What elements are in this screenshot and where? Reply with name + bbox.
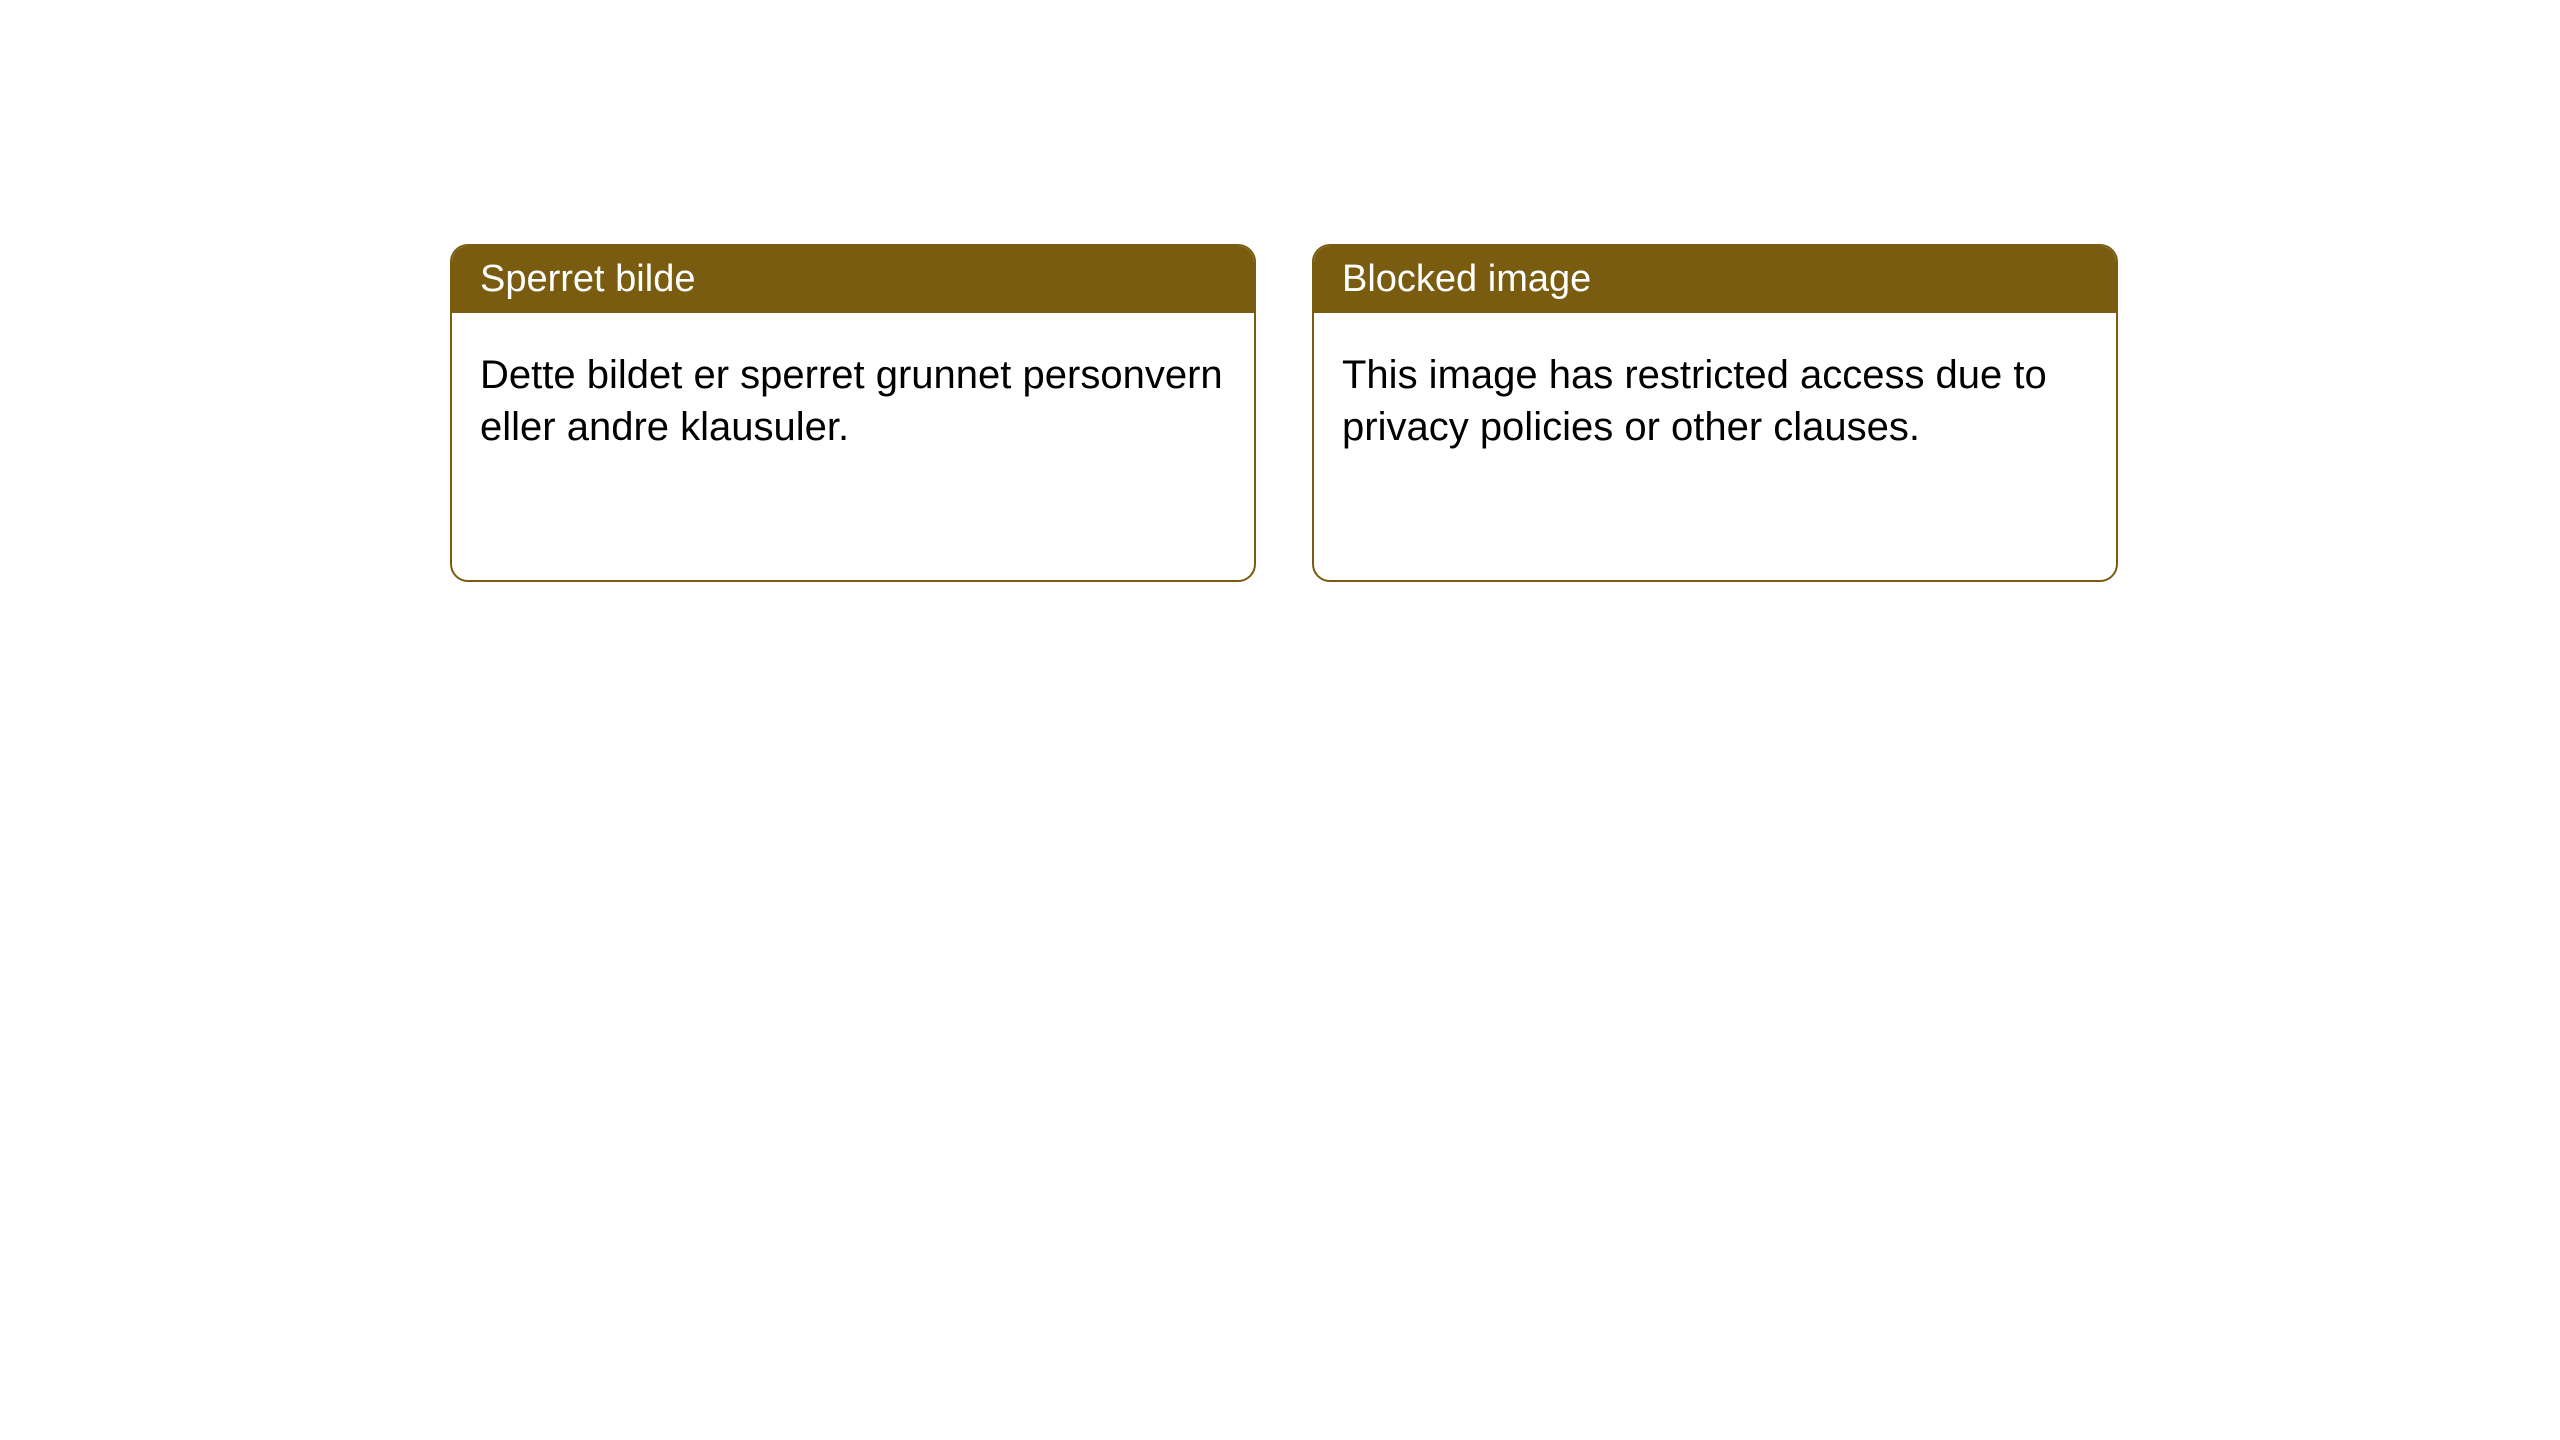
card-body: Dette bildet er sperret grunnet personve… bbox=[452, 313, 1254, 489]
card-body: This image has restricted access due to … bbox=[1314, 313, 2116, 489]
blocked-card-norwegian: Sperret bilde Dette bildet er sperret gr… bbox=[450, 244, 1256, 582]
card-body-text: Dette bildet er sperret grunnet personve… bbox=[480, 353, 1223, 449]
card-title: Blocked image bbox=[1342, 258, 1591, 300]
card-header: Blocked image bbox=[1314, 246, 2116, 313]
notice-container: Sperret bilde Dette bildet er sperret gr… bbox=[450, 244, 2118, 582]
card-header: Sperret bilde bbox=[452, 246, 1254, 313]
blocked-card-english: Blocked image This image has restricted … bbox=[1312, 244, 2118, 582]
card-title: Sperret bilde bbox=[480, 258, 695, 300]
card-body-text: This image has restricted access due to … bbox=[1342, 353, 2047, 449]
